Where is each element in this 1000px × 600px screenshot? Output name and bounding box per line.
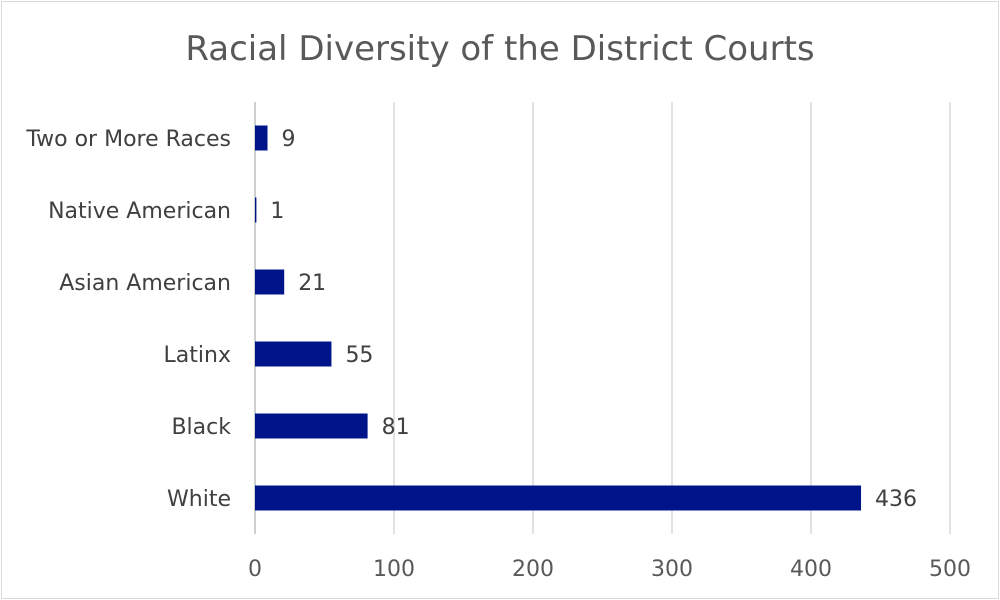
chart-title: Racial Diversity of the District Courts [185,29,814,69]
x-tick-label: 200 [512,557,554,582]
data-label: 81 [382,415,410,440]
category-label: Two or More Races [25,127,231,152]
x-tick-label: 500 [929,557,971,582]
data-label: 9 [282,127,296,152]
data-label: 21 [298,271,326,296]
category-label: Black [171,415,231,440]
bar-asian-american [255,269,285,295]
category-label: Latinx [164,343,231,368]
bar-black [255,413,368,439]
data-label: 55 [345,343,373,368]
x-tick-label: 100 [373,557,415,582]
bar-layer [255,125,862,511]
x-tick-label: 300 [651,557,693,582]
label-layer: 0 100 200 300 400 500 White 436 Black 81 Latinx 55 A… [25,127,971,582]
category-label: White [167,487,231,512]
bar-latinx [255,341,332,367]
grid-layer [254,102,951,534]
data-label: 1 [270,199,284,224]
data-label: 436 [875,487,917,512]
bar-native-american [255,197,257,223]
category-label: Native American [48,199,231,224]
x-tick-label: 0 [248,557,262,582]
bar-white [255,485,862,511]
x-tick-label: 400 [790,557,832,582]
category-label: Asian American [59,271,231,296]
bar-two-or-more-races [255,125,268,151]
